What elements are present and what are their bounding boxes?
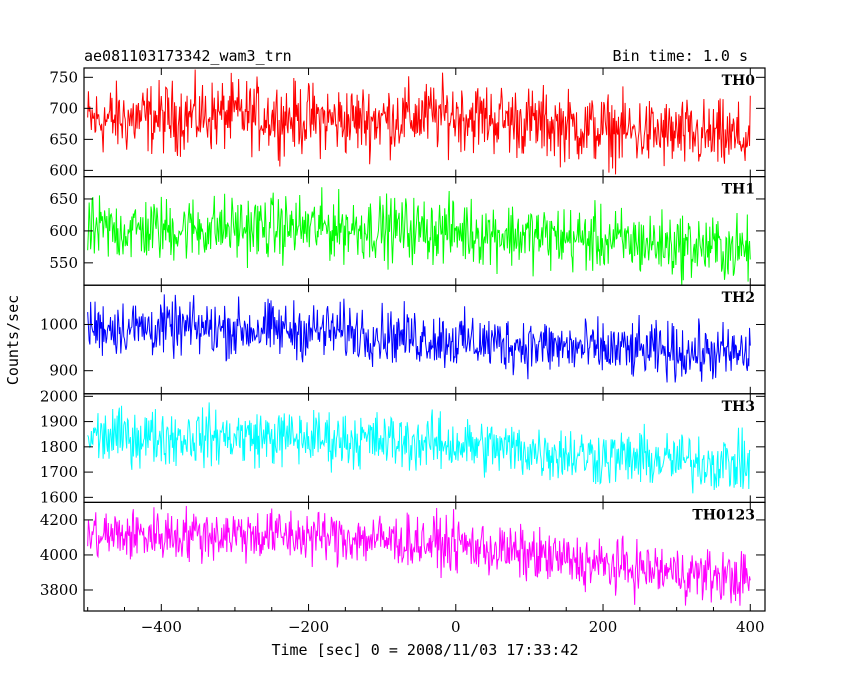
chart-title: ae081103173342_wam3_trn (84, 47, 292, 65)
y-tick-label: 1600 (40, 488, 78, 506)
y-tick-label: 4000 (40, 546, 78, 564)
x-tick-label: 0 (451, 618, 461, 636)
panel-frame (83, 501, 766, 612)
bin-time-label: Bin time: 1.0 s (613, 47, 748, 65)
y-tick-label: 1000 (40, 315, 78, 333)
x-axis: −400 −200 0 200 400 (87, 607, 765, 636)
y-tick-label: 650 (49, 190, 78, 208)
series-line-th2 (87, 294, 751, 383)
y-tick-label: 550 (49, 254, 78, 272)
series-line-th3 (87, 402, 751, 494)
panels: 600 650 700 750 TH0 550 600 650 TH1 900 1000 TH2 160… (40, 67, 766, 612)
panel-label: TH0123 (692, 507, 755, 523)
x-axis-label: Time [sec] 0 = 2008/11/03 17:33:42 (271, 641, 578, 659)
y-tick-label: 750 (49, 68, 78, 86)
series-line-th0 (87, 69, 751, 175)
y-tick-label: 1800 (40, 438, 78, 456)
series-line-th0123 (87, 505, 751, 606)
y-tick-label: 700 (49, 99, 78, 117)
y-tick-label: 1900 (40, 413, 78, 431)
y-tick-label: 4200 (40, 511, 78, 529)
x-tick-label: 200 (589, 618, 618, 636)
series-line-th1 (87, 187, 751, 286)
y-tick-label: 600 (49, 161, 78, 179)
panel-th1: 550 600 650 TH1 (49, 176, 766, 286)
y-axis-label: Counts/sec (4, 295, 22, 385)
panel-th2: 900 1000 TH2 (40, 284, 766, 395)
x-tick-label: 400 (736, 618, 765, 636)
y-tick-label: 2000 (40, 387, 78, 405)
panel-label: TH3 (722, 399, 755, 415)
panel-th0: 600 650 700 750 TH0 (49, 67, 766, 179)
panel-frame (83, 284, 766, 395)
y-tick-label: 1700 (40, 463, 78, 481)
y-tick-label: 650 (49, 130, 78, 148)
y-tick-label: 3800 (40, 581, 78, 599)
x-tick-label: −400 (141, 618, 182, 636)
panel-label: TH0 (722, 73, 756, 89)
y-tick-label: 600 (49, 222, 78, 240)
panel-label: TH1 (722, 182, 755, 198)
x-tick-label: −200 (288, 618, 329, 636)
panel-th0123: 3800 4000 4200 TH0123 (40, 501, 766, 612)
panel-label: TH2 (722, 290, 755, 306)
panel-th3: 1600 1700 1800 1900 2000 TH3 (40, 387, 766, 506)
y-tick-label: 900 (49, 362, 78, 380)
